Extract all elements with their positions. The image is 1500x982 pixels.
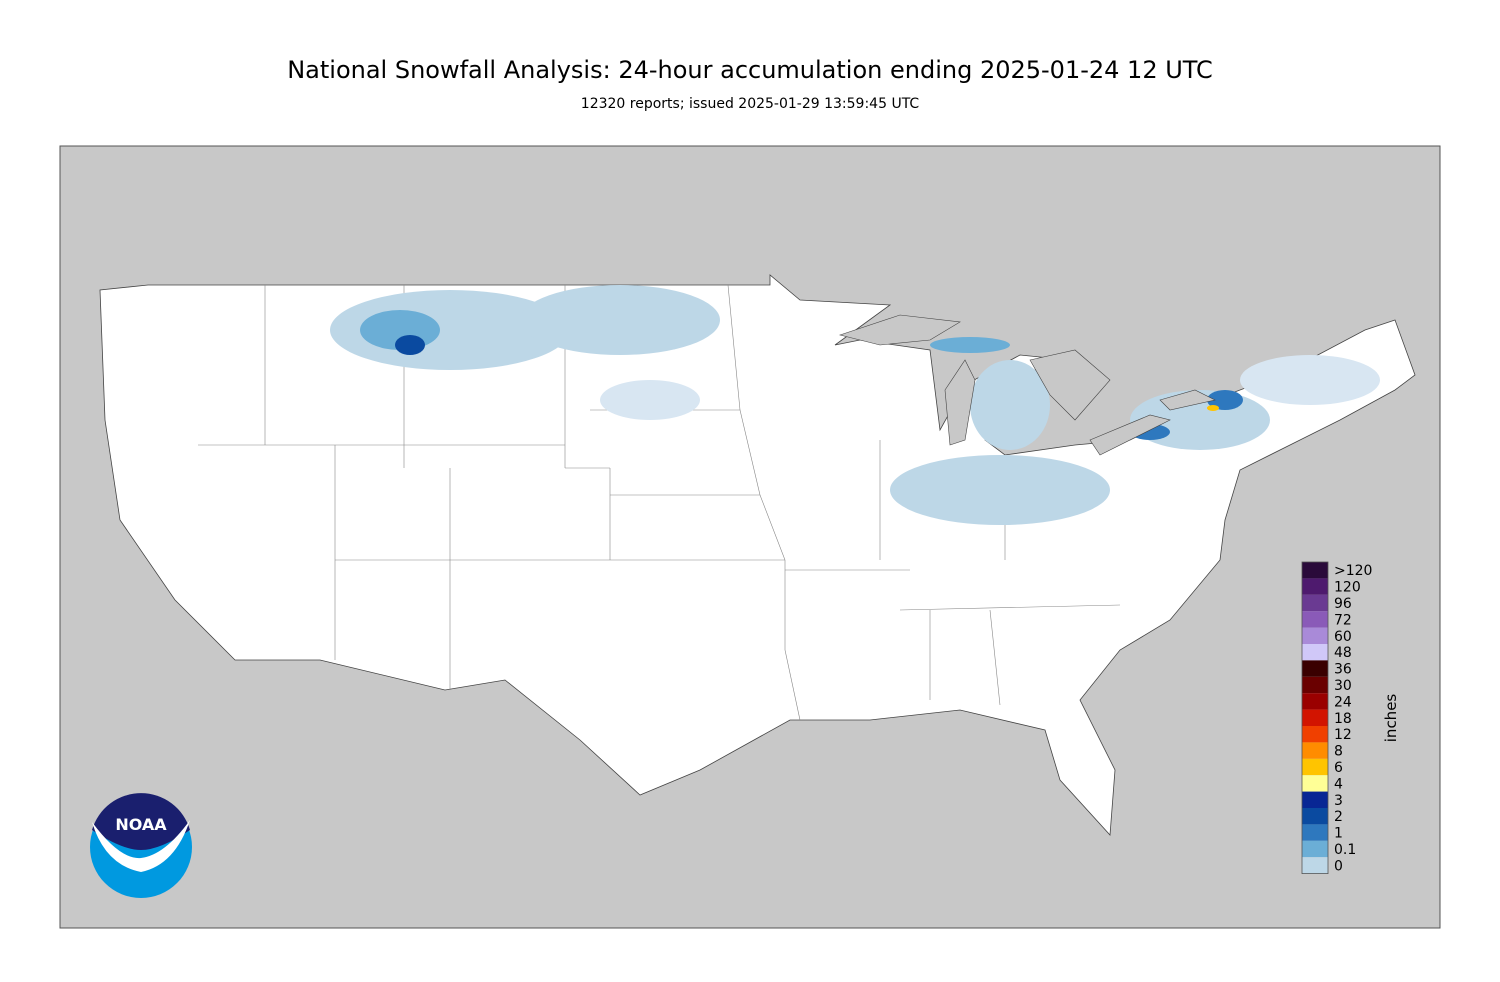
legend-swatch [1302, 562, 1328, 579]
snow-area [330, 290, 570, 370]
snow-area [1207, 405, 1219, 411]
legend-tick-label: >120 [1334, 563, 1372, 579]
snow-area [395, 335, 425, 355]
legend-swatch [1302, 693, 1328, 710]
legend-swatch [1302, 840, 1328, 858]
snow-area [930, 337, 1010, 353]
logo-bird [92, 820, 190, 872]
legend-tick-label: 0.1 [1334, 842, 1356, 858]
legend-tick-label: 6 [1334, 760, 1343, 776]
legend-tick-label: 3 [1334, 793, 1343, 809]
legend-tick-label: 36 [1334, 662, 1352, 678]
snow-area [970, 360, 1050, 450]
logo-text: NOAA [115, 815, 167, 834]
legend-tick-label: 2 [1334, 809, 1343, 825]
legend-label: inches [1382, 694, 1400, 743]
legend-tick-label: 72 [1334, 612, 1352, 628]
legend-tick-label: 1 [1334, 826, 1343, 842]
legend-swatch [1302, 758, 1328, 776]
snow-area [890, 455, 1110, 525]
snow-area [1240, 355, 1380, 405]
legend-tick-label: 60 [1334, 629, 1352, 645]
legend-swatch [1302, 824, 1328, 841]
legend-swatch [1302, 709, 1328, 726]
great-lakes [838, 314, 1216, 456]
legend-swatch [1302, 742, 1328, 759]
legend-tick-label: 96 [1334, 596, 1352, 612]
legend-swatch [1302, 578, 1328, 595]
legend-tick-label: 12 [1334, 727, 1352, 743]
legend-swatch [1302, 726, 1328, 743]
legend-tick-label: 4 [1334, 776, 1343, 792]
legend-swatch [1302, 627, 1328, 644]
legend-tick-label: 24 [1334, 694, 1352, 710]
legend-swatch [1302, 676, 1328, 694]
legend-swatch [1302, 660, 1328, 677]
legend-swatch [1302, 594, 1328, 612]
legend-swatch [1302, 857, 1328, 874]
logo-top [92, 793, 190, 850]
legend-tick-label: 8 [1334, 744, 1343, 760]
subtitle: 12320 reports; issued 2025-01-29 13:59:4… [581, 96, 920, 112]
legend-frame [1301, 561, 1329, 875]
legend-tick-label: 48 [1334, 645, 1352, 661]
legend-swatch [1302, 791, 1328, 808]
legend-swatch [1302, 644, 1328, 661]
legend-tick-label: 30 [1334, 678, 1352, 694]
legend-swatch [1302, 775, 1328, 792]
legend-swatch [1302, 611, 1328, 628]
legend-tick-label: 120 [1334, 580, 1361, 596]
legend-tick-label: 0 [1334, 858, 1343, 874]
legend-tick-label: 18 [1334, 711, 1352, 727]
map [59, 145, 1441, 929]
us-land [99, 274, 1416, 836]
title: National Snowfall Analysis: 24-hour accu… [287, 56, 1213, 84]
snow-area [600, 380, 700, 420]
snow-area [520, 285, 720, 355]
snow-area [1207, 390, 1243, 410]
noaa-logo: NOAA [90, 793, 192, 898]
legend: inches >1201209672604836302418128643210.… [1301, 561, 1400, 875]
legend-swatch [1302, 808, 1328, 825]
